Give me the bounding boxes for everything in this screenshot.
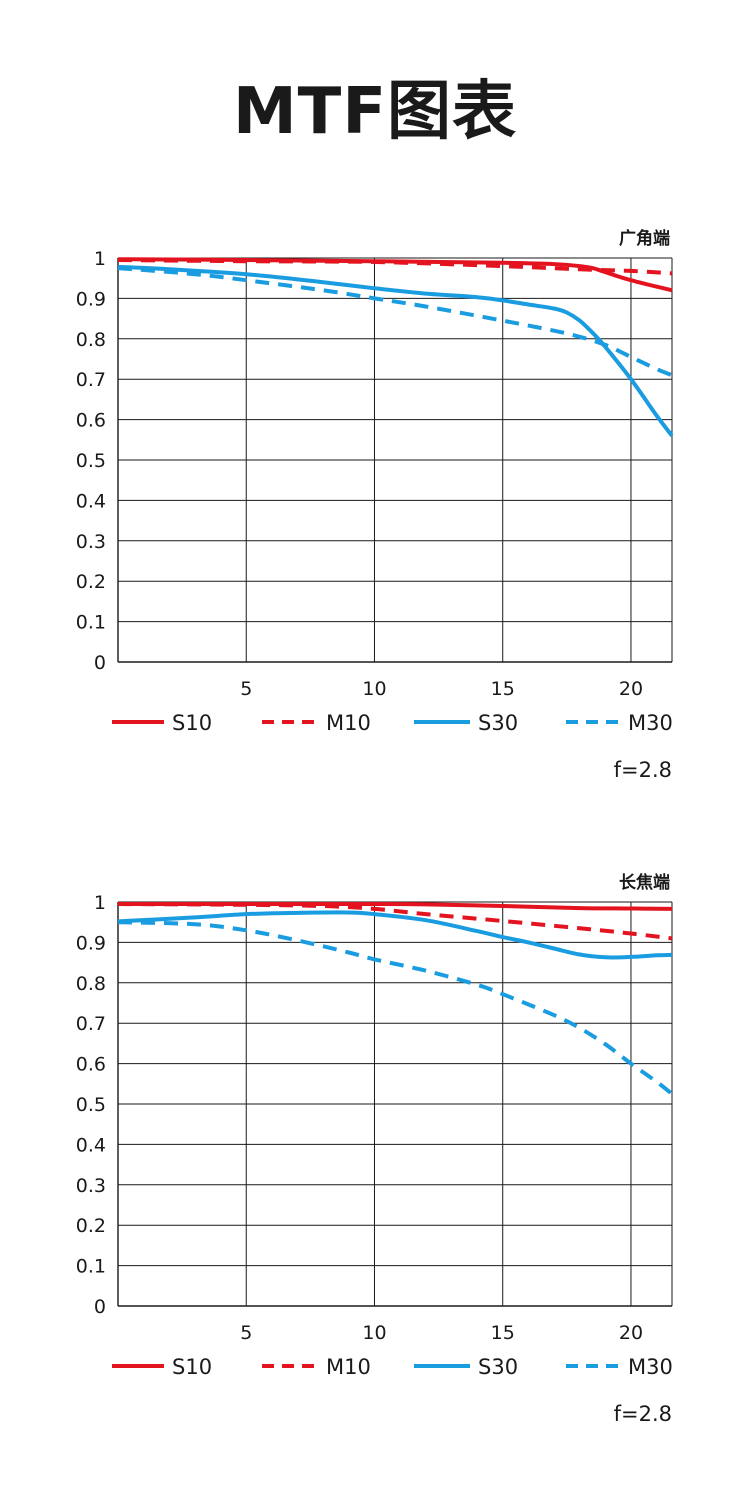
y-tick-label: 0.3 <box>76 1175 106 1197</box>
y-tick-label: 1 <box>94 892 106 914</box>
y-tick-label: 0.6 <box>76 410 106 432</box>
legend-label-m30: M30 <box>628 711 673 735</box>
page-title: MTF图表 <box>232 75 518 149</box>
legend-label-s30: S30 <box>478 1355 518 1379</box>
legend-label-m10: M10 <box>326 711 371 735</box>
legend-label-s10: S10 <box>172 1355 212 1379</box>
mtf-chart-tele: 00.10.20.30.40.50.60.70.80.915 10 15 20长焦端S… <box>76 872 674 1426</box>
y-tick-label: 0.2 <box>76 1215 106 1237</box>
y-tick-label: 0.6 <box>76 1054 106 1076</box>
x-tick-label: 5 <box>240 1322 252 1344</box>
x-tick-label: 5 <box>240 678 252 700</box>
y-tick-label: 0 <box>94 652 106 674</box>
series-line-m10 <box>117 258 673 276</box>
y-tick-label: 0.3 <box>76 531 106 553</box>
x-tick-label: 10 <box>362 1322 386 1344</box>
y-tick-label: 0.1 <box>76 1256 106 1278</box>
y-tick-label: 0.2 <box>76 571 106 593</box>
aperture-label: f=2.8 <box>614 1402 672 1426</box>
series-line-m30 <box>117 266 673 378</box>
y-tick-label: 0.7 <box>76 369 106 391</box>
y-tick-label: 0.5 <box>76 450 106 472</box>
y-tick-label: 0.5 <box>76 1094 106 1116</box>
series-line-s10 <box>117 902 673 911</box>
y-tick-label: 1 <box>94 248 106 270</box>
y-tick-label: 0.7 <box>76 1013 106 1035</box>
legend-label-s30: S30 <box>478 711 518 735</box>
mtf-chart-wide: 00.10.20.30.40.50.60.70.80.915 10 15 20广角端S… <box>76 228 674 782</box>
series-line-s30 <box>117 910 673 960</box>
y-tick-label: 0.9 <box>76 932 106 954</box>
series-line-s30 <box>117 264 674 438</box>
y-tick-label: 0.1 <box>76 612 106 634</box>
series-line-m30 <box>117 920 674 1096</box>
y-tick-label: 0.4 <box>76 1134 106 1156</box>
legend-label-s10: S10 <box>172 711 212 735</box>
series-line-m10 <box>117 902 673 941</box>
y-tick-label: 0.4 <box>76 490 106 512</box>
y-tick-label: 0.9 <box>76 288 106 310</box>
x-tick-label: 10 <box>362 678 386 700</box>
y-tick-label: 0 <box>94 1296 106 1318</box>
x-tick-label: 15 <box>491 678 515 700</box>
chart-title: 长焦端 <box>619 872 670 893</box>
aperture-label: f=2.8 <box>614 758 672 782</box>
x-tick-label: 15 <box>491 1322 515 1344</box>
legend-label-m10: M10 <box>326 1355 371 1379</box>
legend-label-m30: M30 <box>628 1355 673 1379</box>
y-tick-label: 0.8 <box>76 329 106 351</box>
x-tick-label: 20 <box>619 1322 643 1344</box>
chart-title: 广角端 <box>619 228 670 249</box>
x-tick-label: 20 <box>619 678 643 700</box>
y-tick-label: 0.8 <box>76 973 106 995</box>
